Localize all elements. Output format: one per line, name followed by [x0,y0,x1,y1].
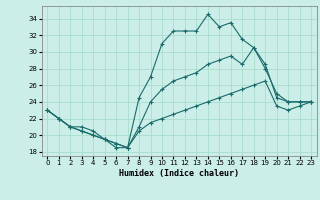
X-axis label: Humidex (Indice chaleur): Humidex (Indice chaleur) [119,169,239,178]
